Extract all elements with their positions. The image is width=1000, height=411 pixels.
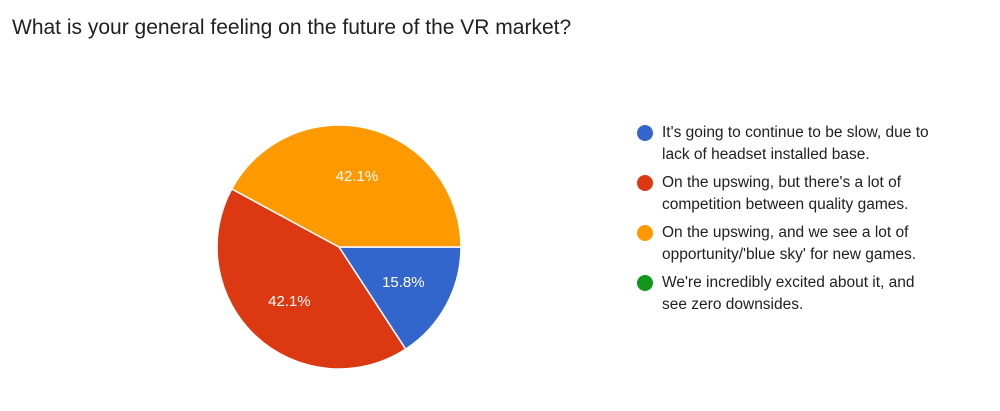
- legend-swatch-upswing-competition: [637, 175, 653, 191]
- pie-slice-slow[interactable]: [337, 246, 462, 351]
- legend-item-upswing-competition[interactable]: On the upswing, but there's a lot of com…: [637, 172, 977, 216]
- pie-slice-label-slow: 15.8%: [382, 274, 425, 291]
- pie-slice-upswing-competition[interactable]: [216, 187, 407, 370]
- chart-title: What is your general feeling on the futu…: [12, 16, 572, 39]
- pie-slice-label-upswing-opportunity: 42.1%: [336, 168, 379, 185]
- legend-item-slow[interactable]: It's going to continue to be slow, due t…: [637, 122, 977, 166]
- legend-label-slow: It's going to continue to be slow, due t…: [662, 124, 929, 163]
- legend-swatch-upswing-opportunity: [637, 225, 653, 241]
- legend-label-upswing-opportunity: On the upswing, and we see a lot of oppo…: [662, 224, 917, 263]
- pie-slice-label-upswing-competition: 42.1%: [268, 293, 311, 310]
- chart-legend: It's going to continue to be slow, due t…: [637, 122, 977, 322]
- legend-swatch-excited: [637, 275, 653, 291]
- legend-swatch-slow: [637, 125, 653, 141]
- legend-item-excited[interactable]: We're incredibly excited about it, and s…: [637, 272, 977, 316]
- legend-label-upswing-competition: On the upswing, but there's a lot of com…: [662, 174, 909, 213]
- legend-item-upswing-opportunity[interactable]: On the upswing, and we see a lot of oppo…: [637, 222, 977, 266]
- pie-slice-upswing-opportunity[interactable]: [230, 124, 462, 248]
- legend-label-excited: We're incredibly excited about it, and s…: [662, 274, 915, 313]
